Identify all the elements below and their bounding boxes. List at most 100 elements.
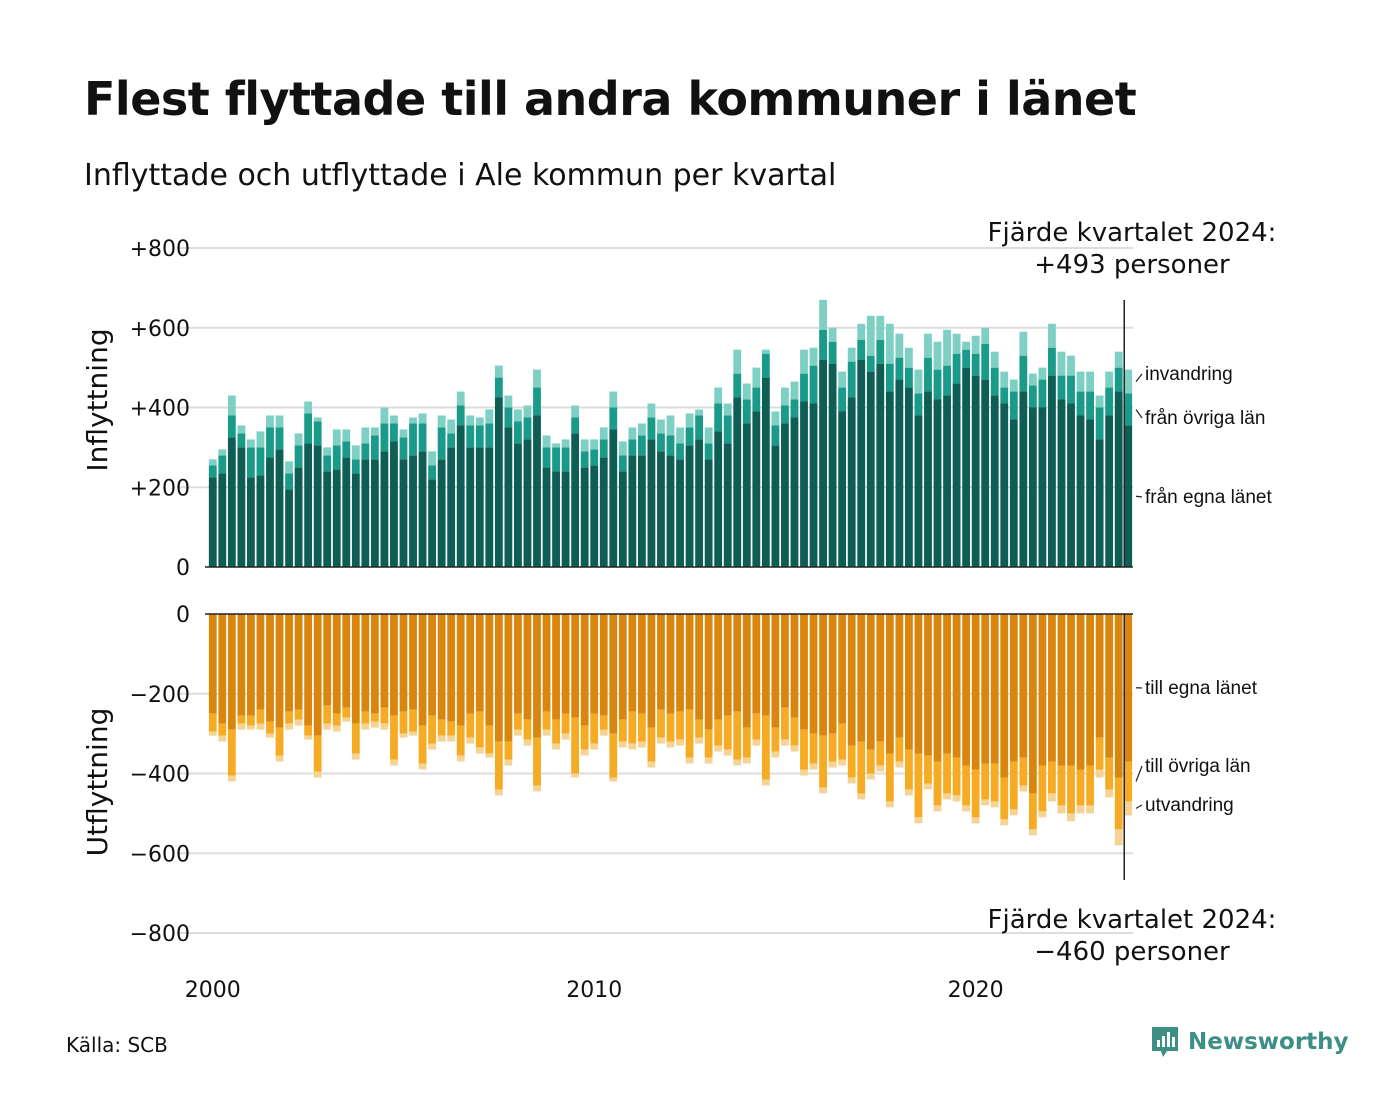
bar-segment (838, 387, 847, 412)
bar-segment (437, 614, 446, 720)
brand-logo[interactable]: Newsworthy (1150, 1025, 1349, 1059)
bar-segment (990, 395, 999, 567)
bar-segment (1095, 395, 1104, 408)
bar-segment (285, 614, 293, 712)
bar-segment (1000, 777, 1009, 820)
bar-segment (294, 719, 303, 726)
bar-segment (628, 743, 637, 750)
bar-segment (657, 419, 665, 434)
bar-segment (933, 369, 942, 400)
bar-segment (1124, 761, 1133, 802)
bar-segment (618, 441, 627, 456)
annotation-outflow-line2: −460 personer (1034, 937, 1230, 967)
bar-segment (533, 387, 541, 416)
bar-segment (1124, 614, 1133, 762)
bar-segment (1028, 614, 1037, 794)
bar-segment (580, 439, 589, 452)
bar-segment (542, 467, 551, 567)
chart-title: Flest flyttade till andra kommuner i län… (84, 72, 1137, 126)
bar-segment (485, 447, 494, 568)
bar-segment (533, 415, 541, 567)
bar-segment (943, 365, 951, 396)
bar-segment (904, 347, 913, 368)
bar-segment (761, 715, 770, 780)
bar-segment (437, 459, 446, 567)
bar-segment (914, 614, 923, 754)
chart-subtitle: Inflyttade och utflyttade i Ale kommun p… (84, 158, 837, 193)
bar-segment (571, 717, 580, 774)
bar-segment (1019, 614, 1028, 758)
bar-segment (752, 739, 761, 746)
bar-segment (580, 614, 589, 726)
bar-segment (256, 723, 265, 730)
y-tick-label-outflow: −400 (130, 763, 190, 788)
bar-segment (475, 447, 484, 568)
bar-segment (1048, 761, 1056, 794)
bar-segment (895, 737, 904, 762)
bar-segment (828, 327, 837, 342)
bar-segment (647, 403, 656, 418)
bar-segment (504, 759, 513, 766)
bar-segment (733, 373, 742, 398)
bar-segment (399, 614, 408, 712)
bar-segment (437, 735, 446, 742)
bar-segment (704, 459, 713, 567)
bar-segment (409, 614, 417, 710)
bar-segment (1028, 829, 1037, 836)
bar-segment (475, 747, 484, 754)
bar-segment (1105, 614, 1114, 758)
bar-segment (323, 447, 332, 456)
bar-segment (666, 415, 675, 436)
bar-segment (1028, 385, 1037, 408)
bar-segment (924, 357, 932, 392)
series-label-leader (1135, 765, 1143, 782)
bar-segment (1095, 737, 1104, 770)
bar-segment (628, 455, 637, 567)
bar-segment (561, 471, 570, 567)
bar-segment (1038, 367, 1047, 380)
bar-segment (857, 614, 866, 742)
bar-segment (809, 733, 818, 764)
bar-segment (590, 614, 599, 714)
bar-segment (1057, 614, 1066, 766)
bar-segment (637, 713, 646, 742)
bar-segment (733, 397, 742, 567)
bar-segment (342, 457, 351, 567)
bar-segment (685, 427, 694, 446)
bar-segment (351, 459, 360, 474)
bar-segment (1009, 391, 1018, 420)
bar-segment (323, 723, 332, 730)
bar-segment (723, 614, 732, 716)
bar-segment (599, 729, 608, 736)
bar-segment (914, 817, 923, 824)
bar-segment (275, 415, 284, 428)
bar-segment (771, 727, 780, 752)
bar-segment (390, 423, 398, 442)
bar-segment (1019, 331, 1028, 356)
bar-segment (552, 743, 560, 750)
bar-segment (1048, 347, 1056, 376)
bar-segment (1038, 379, 1047, 408)
bar-segment (266, 733, 274, 738)
bar-segment (390, 614, 398, 716)
bar-segment (237, 614, 246, 716)
bar-segment (1105, 371, 1114, 388)
bar-segment (676, 739, 684, 746)
bar-segment (828, 363, 837, 567)
bar-segment (237, 433, 246, 448)
bar-segment (1048, 793, 1056, 802)
bar-segment (1057, 805, 1066, 814)
bar-segment (380, 707, 389, 724)
bar-segment (819, 329, 827, 360)
bar-segment (494, 397, 503, 567)
bar-segment (275, 427, 284, 450)
bar-segment (790, 614, 799, 718)
bar-segment (790, 717, 799, 746)
bar-segment (275, 614, 284, 728)
bar-segment (943, 753, 951, 794)
bar-segment (847, 397, 856, 567)
bar-segment (647, 614, 656, 728)
bar-segment (599, 427, 608, 440)
bar-segment (885, 614, 894, 754)
